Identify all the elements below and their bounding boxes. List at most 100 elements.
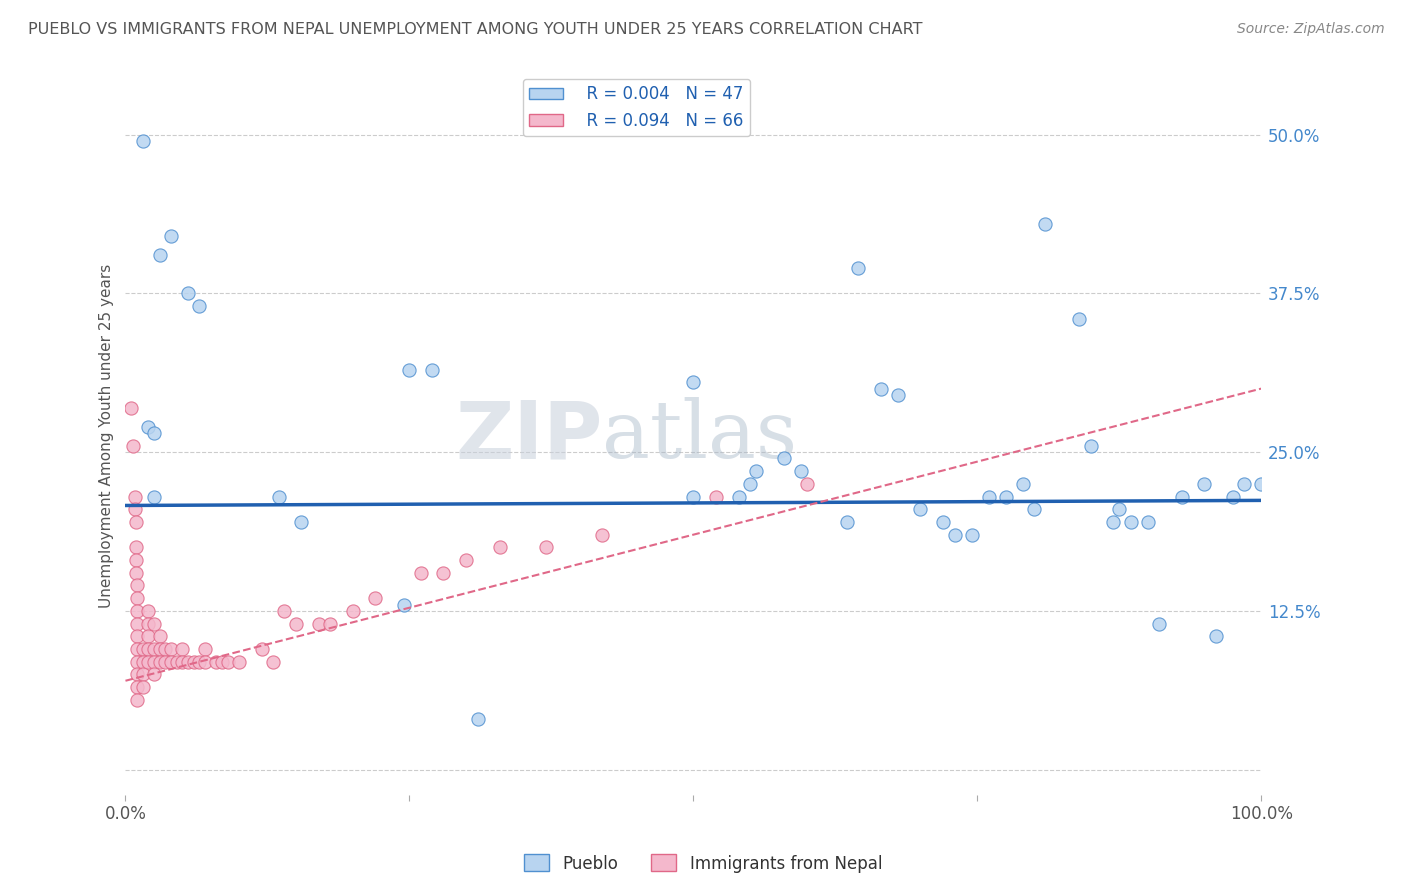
Point xyxy=(136,419,159,434)
Point xyxy=(1170,490,1192,504)
Point xyxy=(1119,515,1142,529)
Point xyxy=(796,476,818,491)
Text: PUEBLO VS IMMIGRANTS FROM NEPAL UNEMPLOYMENT AMONG YOUTH UNDER 25 YEARS CORRELAT: PUEBLO VS IMMIGRANTS FROM NEPAL UNEMPLOY… xyxy=(28,22,922,37)
Point xyxy=(228,655,250,669)
Point xyxy=(994,490,1017,504)
Point xyxy=(943,527,966,541)
Point xyxy=(773,451,796,466)
Point xyxy=(960,527,983,541)
Point xyxy=(148,642,170,657)
Point xyxy=(534,541,557,555)
Point xyxy=(125,655,148,669)
Point xyxy=(136,616,159,631)
Point xyxy=(136,604,159,618)
Point xyxy=(125,553,148,567)
Point xyxy=(166,655,188,669)
Point xyxy=(1205,629,1227,643)
Point xyxy=(142,616,165,631)
Point xyxy=(1011,476,1033,491)
Point xyxy=(148,629,170,643)
Point xyxy=(142,642,165,657)
Point xyxy=(869,382,891,396)
Point xyxy=(155,642,177,657)
Point xyxy=(160,655,183,669)
Point xyxy=(886,388,908,402)
Point xyxy=(409,566,432,580)
Point xyxy=(125,591,148,606)
Point xyxy=(125,693,148,707)
Point xyxy=(131,655,153,669)
Point xyxy=(835,515,858,529)
Point xyxy=(1222,490,1244,504)
Point xyxy=(142,667,165,681)
Point xyxy=(142,490,165,504)
Point xyxy=(188,655,211,669)
Point xyxy=(1233,476,1256,491)
Point xyxy=(273,604,295,618)
Point xyxy=(456,553,478,567)
Point xyxy=(125,616,148,631)
Point xyxy=(319,616,342,631)
Text: Source: ZipAtlas.com: Source: ZipAtlas.com xyxy=(1237,22,1385,37)
Point xyxy=(125,578,148,592)
Point xyxy=(155,655,177,669)
Point xyxy=(745,464,768,478)
Point xyxy=(308,616,330,631)
Point xyxy=(290,515,312,529)
Point xyxy=(1147,616,1170,631)
Point xyxy=(205,655,228,669)
Point xyxy=(704,490,727,504)
Point xyxy=(142,426,165,441)
Point xyxy=(125,667,148,681)
Point xyxy=(1080,439,1102,453)
Point xyxy=(124,502,146,516)
Point xyxy=(177,655,200,669)
Point xyxy=(131,134,153,148)
Point xyxy=(846,260,869,275)
Point xyxy=(131,642,153,657)
Point xyxy=(1033,217,1056,231)
Point xyxy=(217,655,239,669)
Point xyxy=(267,490,290,504)
Point xyxy=(738,476,761,491)
Point xyxy=(727,490,749,504)
Point xyxy=(172,642,194,657)
Point xyxy=(1069,311,1091,326)
Point xyxy=(250,642,273,657)
Point xyxy=(148,248,170,262)
Point xyxy=(131,667,153,681)
Point xyxy=(125,515,148,529)
Point xyxy=(398,362,420,376)
Point xyxy=(194,655,217,669)
Point xyxy=(1136,515,1159,529)
Point xyxy=(136,642,159,657)
Legend: Pueblo, Immigrants from Nepal: Pueblo, Immigrants from Nepal xyxy=(517,847,889,880)
Point xyxy=(682,376,704,390)
Point xyxy=(591,527,613,541)
Point xyxy=(177,286,200,301)
Point xyxy=(262,655,284,669)
Point xyxy=(467,712,489,726)
Point xyxy=(194,642,217,657)
Point xyxy=(1102,515,1125,529)
Point xyxy=(160,229,183,244)
Point xyxy=(1250,476,1272,491)
Point xyxy=(682,490,704,504)
Point xyxy=(910,502,932,516)
Point xyxy=(489,541,512,555)
Point xyxy=(142,655,165,669)
Point xyxy=(120,401,142,415)
Legend:   R = 0.004   N = 47,   R = 0.094   N = 66: R = 0.004 N = 47, R = 0.094 N = 66 xyxy=(523,78,751,136)
Point xyxy=(125,566,148,580)
Point xyxy=(148,655,170,669)
Point xyxy=(183,655,205,669)
Point xyxy=(122,439,145,453)
Point xyxy=(131,680,153,694)
Point xyxy=(160,642,183,657)
Point xyxy=(1022,502,1045,516)
Point xyxy=(211,655,233,669)
Point xyxy=(125,680,148,694)
Point xyxy=(172,655,194,669)
Point xyxy=(1194,476,1216,491)
Point xyxy=(342,604,364,618)
